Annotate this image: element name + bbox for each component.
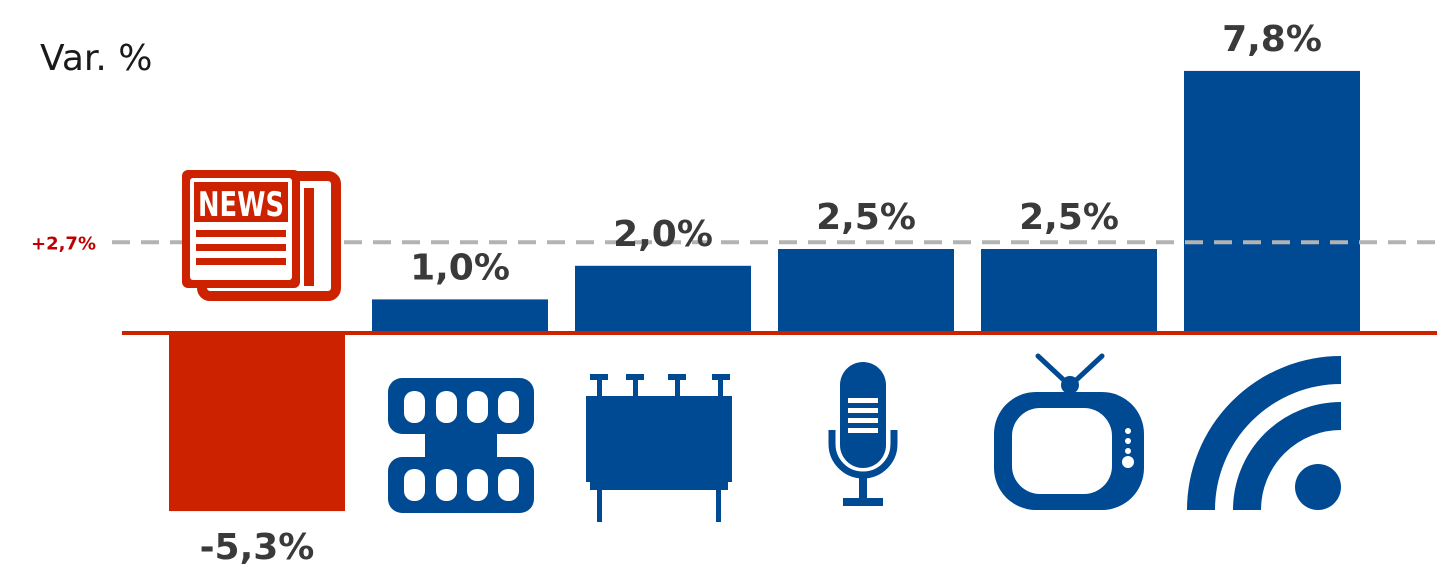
value-label-internet-icon: 7,8% xyxy=(1222,19,1322,60)
value-label-newspaper-icon: -5,3% xyxy=(200,527,315,568)
bar-tv-icon xyxy=(981,249,1157,333)
tv-icon xyxy=(994,353,1144,510)
bar-microphone-icon xyxy=(778,249,954,333)
value-label-microphone-icon: 2,5% xyxy=(816,197,916,238)
bar-billboard-icon xyxy=(575,265,751,333)
film-icon xyxy=(388,378,534,513)
y-axis-label: Var. % xyxy=(40,38,153,79)
newspaper-icon: NEWS xyxy=(182,170,341,301)
news-text: NEWS xyxy=(198,185,284,225)
value-label-tv-icon: 2,5% xyxy=(1019,197,1119,238)
bar-newspaper-icon xyxy=(169,333,345,512)
microphone-icon xyxy=(828,362,898,506)
billboard-icon xyxy=(586,374,732,522)
reference-line-label: +2,7% xyxy=(31,233,96,254)
value-labels-layer: -5,3% 1,0% 2,0% 2,5% 2,5% 7,8% xyxy=(200,19,1322,568)
bar-internet-icon xyxy=(1184,70,1360,334)
internet-icon xyxy=(1187,356,1342,511)
value-label-film-icon: 1,0% xyxy=(410,247,510,288)
bar-film-icon xyxy=(372,299,548,333)
value-label-billboard-icon: 2,0% xyxy=(613,214,713,255)
bars-layer xyxy=(169,70,1360,512)
